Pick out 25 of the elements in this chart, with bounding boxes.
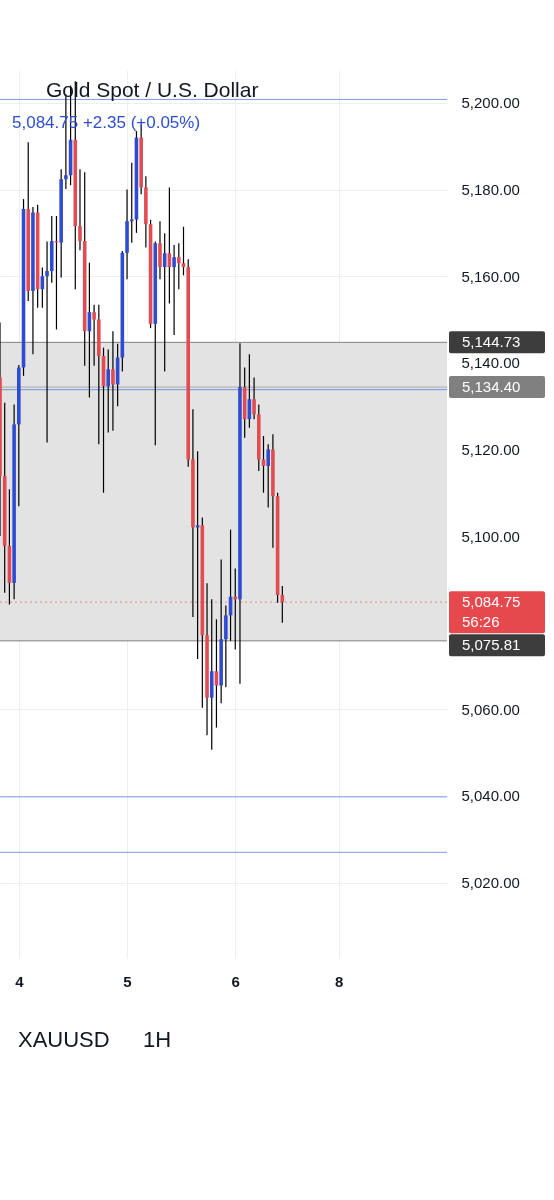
y-tick-label: 5,040.00 [461,787,520,805]
ref-line-label: 5,134.40 [462,378,521,396]
candlestick [92,304,96,367]
y-tick-label: 5,180.00 [461,181,520,199]
text: 1H [143,1027,172,1052]
y-tick-label: 5,160.00 [461,267,520,285]
ref-line-label: 5,144.73 [462,333,521,351]
text: XAUUSD [18,1027,110,1052]
x-tick-label: 4 [15,972,25,990]
y-tick-label: 5,060.00 [461,700,520,718]
y-tick-label: 5,120.00 [461,440,520,458]
y-tick-label: 5,020.00 [461,874,520,892]
y-tick-label: 5,140.00 [461,354,520,372]
ref-line-label: 5,075.81 [462,636,521,654]
candlestick [261,435,266,494]
candlestick [172,244,176,336]
y-tick-label: 5,100.00 [461,527,520,545]
ref-line-label: 5,084.75 56:26 [462,593,521,631]
candlestick [45,240,49,444]
x-tick-label: 8 [335,972,344,990]
y-tick-label: 5,200.00 [461,94,520,112]
candlestick [129,162,134,244]
x-tick-label: 6 [231,972,240,990]
candlestick [177,242,181,290]
x-tick-label: 5 [123,972,132,990]
